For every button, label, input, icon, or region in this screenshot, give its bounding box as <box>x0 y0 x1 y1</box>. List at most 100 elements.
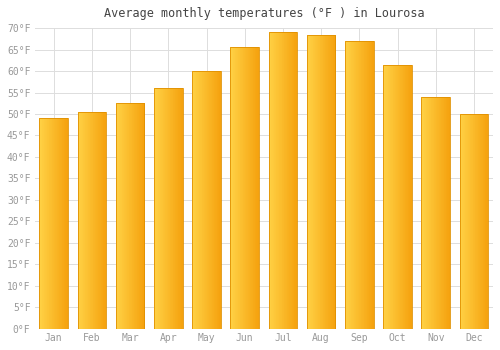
Bar <box>332 35 334 329</box>
Bar <box>317 35 318 329</box>
Bar <box>350 41 351 329</box>
Bar <box>307 35 336 329</box>
Bar <box>170 88 172 329</box>
Bar <box>54 118 55 329</box>
Bar <box>311 35 312 329</box>
Bar <box>423 97 424 329</box>
Bar <box>384 65 386 329</box>
Bar <box>387 65 388 329</box>
Bar <box>481 114 482 329</box>
Bar <box>125 103 126 329</box>
Bar <box>365 41 366 329</box>
Bar <box>218 71 219 329</box>
Bar <box>268 32 270 329</box>
Bar <box>246 47 247 329</box>
Bar <box>257 47 258 329</box>
Bar <box>58 118 59 329</box>
Bar <box>198 71 200 329</box>
Bar <box>398 65 399 329</box>
Bar <box>444 97 445 329</box>
Bar <box>126 103 128 329</box>
Bar <box>312 35 314 329</box>
Bar <box>277 32 278 329</box>
Bar <box>133 103 134 329</box>
Bar <box>350 41 352 329</box>
Bar <box>435 97 436 329</box>
Bar <box>128 103 129 329</box>
Bar <box>53 118 54 329</box>
Bar <box>404 65 406 329</box>
Bar <box>140 103 141 329</box>
Bar <box>288 32 290 329</box>
Bar <box>278 32 280 329</box>
Bar <box>99 112 100 329</box>
Bar <box>220 71 221 329</box>
Bar <box>307 35 308 329</box>
Bar <box>309 35 310 329</box>
Bar <box>411 65 412 329</box>
Bar <box>100 112 102 329</box>
Bar <box>136 103 138 329</box>
Bar <box>51 118 52 329</box>
Bar <box>408 65 409 329</box>
Bar <box>95 112 96 329</box>
Bar <box>97 112 98 329</box>
Bar <box>41 118 42 329</box>
Bar <box>320 35 321 329</box>
Bar <box>284 32 285 329</box>
Bar <box>466 114 467 329</box>
Bar <box>58 118 59 329</box>
Bar <box>370 41 371 329</box>
Bar <box>448 97 450 329</box>
Bar <box>476 114 477 329</box>
Bar <box>409 65 410 329</box>
Bar <box>213 71 214 329</box>
Bar <box>65 118 66 329</box>
Bar <box>430 97 432 329</box>
Bar <box>248 47 249 329</box>
Bar <box>469 114 470 329</box>
Bar <box>468 114 469 329</box>
Bar <box>368 41 370 329</box>
Bar <box>422 97 450 329</box>
Bar <box>174 88 175 329</box>
Bar <box>287 32 288 329</box>
Bar <box>443 97 444 329</box>
Bar <box>169 88 170 329</box>
Bar <box>84 112 85 329</box>
Bar <box>447 97 448 329</box>
Bar <box>290 32 291 329</box>
Bar <box>331 35 332 329</box>
Bar <box>86 112 87 329</box>
Bar <box>244 47 246 329</box>
Bar <box>79 112 80 329</box>
Bar <box>206 71 208 329</box>
Bar <box>397 65 398 329</box>
Bar <box>383 65 412 329</box>
Bar <box>291 32 292 329</box>
Bar <box>218 71 220 329</box>
Bar <box>132 103 133 329</box>
Bar <box>347 41 348 329</box>
Bar <box>433 97 434 329</box>
Bar <box>324 35 326 329</box>
Bar <box>82 112 84 329</box>
Bar <box>44 118 45 329</box>
Bar <box>472 114 474 329</box>
Bar <box>247 47 248 329</box>
Bar <box>230 47 231 329</box>
Bar <box>352 41 353 329</box>
Bar <box>434 97 435 329</box>
Bar <box>45 118 46 329</box>
Bar <box>212 71 213 329</box>
Bar <box>251 47 252 329</box>
Bar <box>158 88 159 329</box>
Bar <box>244 47 245 329</box>
Bar <box>160 88 161 329</box>
Bar <box>440 97 441 329</box>
Bar <box>471 114 472 329</box>
Bar <box>366 41 368 329</box>
Bar <box>66 118 68 329</box>
Bar <box>230 47 259 329</box>
Bar <box>346 41 347 329</box>
